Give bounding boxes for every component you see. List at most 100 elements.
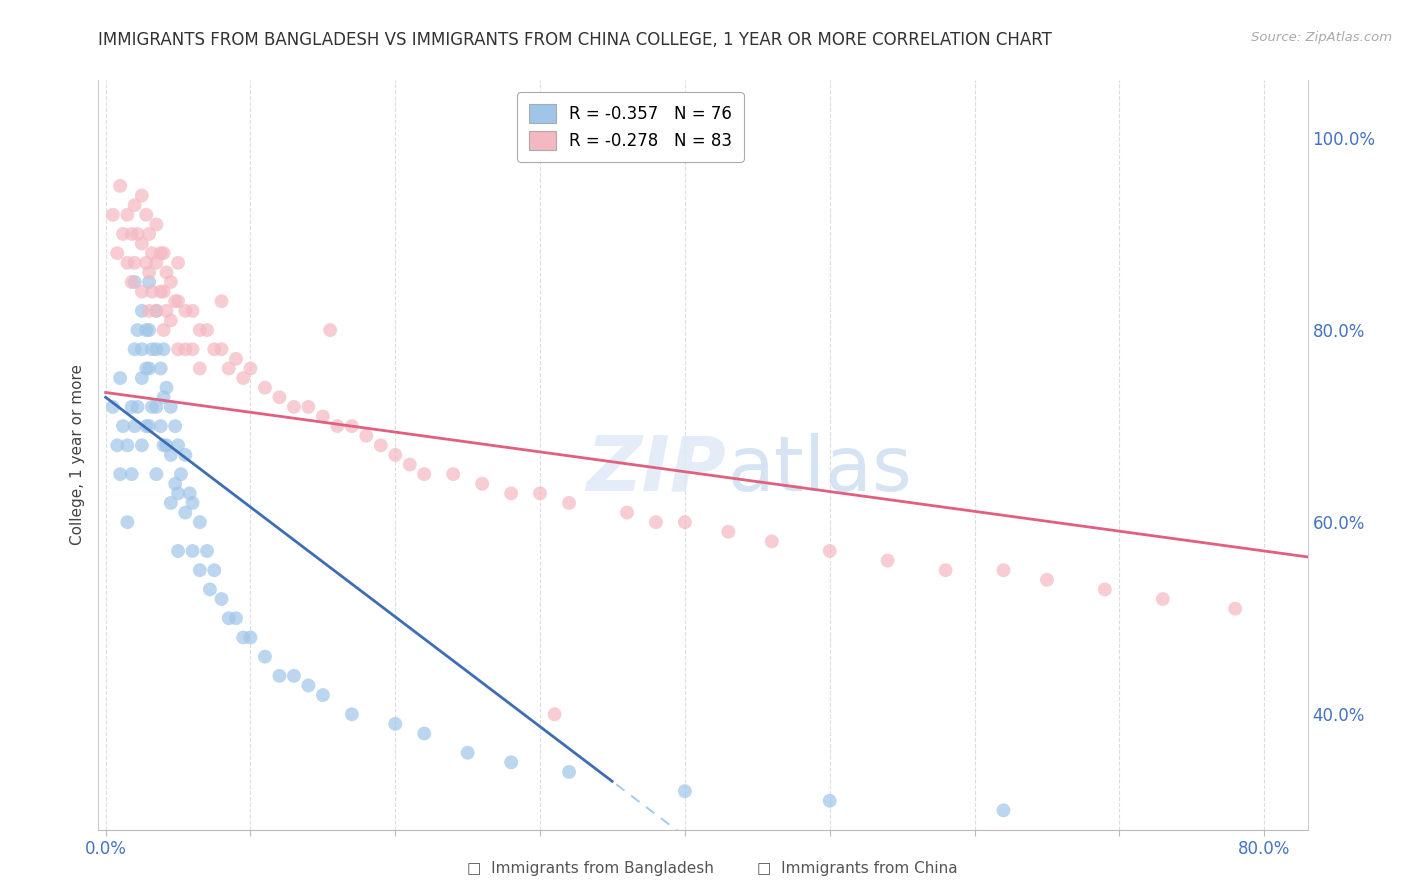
Point bbox=[135, 256, 157, 270]
Point bbox=[141, 246, 163, 260]
Point bbox=[145, 467, 167, 482]
Point bbox=[131, 285, 153, 299]
Point bbox=[165, 476, 187, 491]
Point bbox=[319, 323, 342, 337]
Point bbox=[993, 803, 1015, 817]
Point bbox=[124, 419, 146, 434]
Point bbox=[149, 285, 172, 299]
Point bbox=[195, 323, 218, 337]
Point bbox=[159, 313, 181, 327]
Point bbox=[211, 343, 233, 357]
Point bbox=[876, 553, 898, 567]
Point bbox=[155, 438, 177, 452]
Point bbox=[211, 592, 233, 607]
Text: Source: ZipAtlas.com: Source: ZipAtlas.com bbox=[1251, 31, 1392, 45]
Point bbox=[141, 400, 163, 414]
Point bbox=[124, 275, 146, 289]
Point bbox=[101, 208, 124, 222]
Point bbox=[167, 544, 190, 558]
Point bbox=[312, 688, 335, 702]
Point bbox=[145, 303, 167, 318]
Point bbox=[174, 343, 197, 357]
Text: ZIP: ZIP bbox=[588, 433, 727, 507]
Point bbox=[131, 188, 153, 202]
Point bbox=[195, 544, 218, 558]
Point bbox=[159, 448, 181, 462]
Point bbox=[131, 343, 153, 357]
Point bbox=[202, 563, 225, 577]
Point bbox=[170, 467, 193, 482]
Point bbox=[131, 303, 153, 318]
Point bbox=[138, 361, 160, 376]
Point bbox=[188, 323, 211, 337]
Point bbox=[165, 294, 187, 309]
Point bbox=[152, 323, 174, 337]
Point bbox=[717, 524, 740, 539]
Point bbox=[121, 467, 143, 482]
Point bbox=[1036, 573, 1059, 587]
Point bbox=[159, 496, 181, 510]
Point bbox=[149, 361, 172, 376]
Point bbox=[188, 361, 211, 376]
Point bbox=[218, 611, 240, 625]
Point bbox=[138, 323, 160, 337]
Point bbox=[174, 506, 197, 520]
Text: atlas: atlas bbox=[727, 433, 912, 507]
Point bbox=[253, 649, 276, 664]
Point bbox=[356, 428, 378, 442]
Point bbox=[761, 534, 783, 549]
Point bbox=[149, 246, 172, 260]
Point bbox=[181, 544, 204, 558]
Point bbox=[558, 496, 581, 510]
Point bbox=[232, 631, 254, 645]
Point bbox=[471, 476, 494, 491]
Point bbox=[138, 265, 160, 279]
Point bbox=[818, 544, 841, 558]
Point bbox=[340, 707, 363, 722]
Point bbox=[152, 438, 174, 452]
Point bbox=[616, 506, 638, 520]
Point bbox=[135, 361, 157, 376]
Point bbox=[225, 611, 247, 625]
Point bbox=[108, 467, 131, 482]
Text: □  Immigrants from China: □ Immigrants from China bbox=[758, 861, 957, 876]
Point bbox=[127, 227, 149, 241]
Point bbox=[529, 486, 551, 500]
Text: IMMIGRANTS FROM BANGLADESH VS IMMIGRANTS FROM CHINA COLLEGE, 1 YEAR OR MORE CORR: IMMIGRANTS FROM BANGLADESH VS IMMIGRANTS… bbox=[98, 31, 1052, 49]
Point bbox=[198, 582, 221, 597]
Point bbox=[174, 448, 197, 462]
Point bbox=[152, 390, 174, 404]
Point bbox=[340, 419, 363, 434]
Point bbox=[155, 265, 177, 279]
Point bbox=[138, 275, 160, 289]
Point bbox=[218, 361, 240, 376]
Point bbox=[501, 486, 523, 500]
Point bbox=[155, 381, 177, 395]
Point bbox=[645, 515, 668, 529]
Point bbox=[935, 563, 957, 577]
Point bbox=[145, 303, 167, 318]
Point bbox=[152, 343, 174, 357]
Point bbox=[124, 198, 146, 212]
Point bbox=[384, 717, 406, 731]
Point bbox=[188, 563, 211, 577]
Point bbox=[312, 409, 335, 424]
Point bbox=[673, 515, 696, 529]
Point bbox=[105, 246, 128, 260]
Point bbox=[105, 438, 128, 452]
Point bbox=[269, 669, 291, 683]
Point bbox=[108, 178, 131, 193]
Point bbox=[108, 371, 131, 385]
Point bbox=[441, 467, 464, 482]
Point bbox=[181, 303, 204, 318]
Point bbox=[993, 563, 1015, 577]
Point bbox=[297, 400, 319, 414]
Point bbox=[232, 371, 254, 385]
Point bbox=[179, 486, 201, 500]
Point bbox=[152, 285, 174, 299]
Point bbox=[167, 294, 190, 309]
Point bbox=[370, 438, 392, 452]
Point bbox=[127, 323, 149, 337]
Point bbox=[138, 303, 160, 318]
Point bbox=[239, 631, 262, 645]
